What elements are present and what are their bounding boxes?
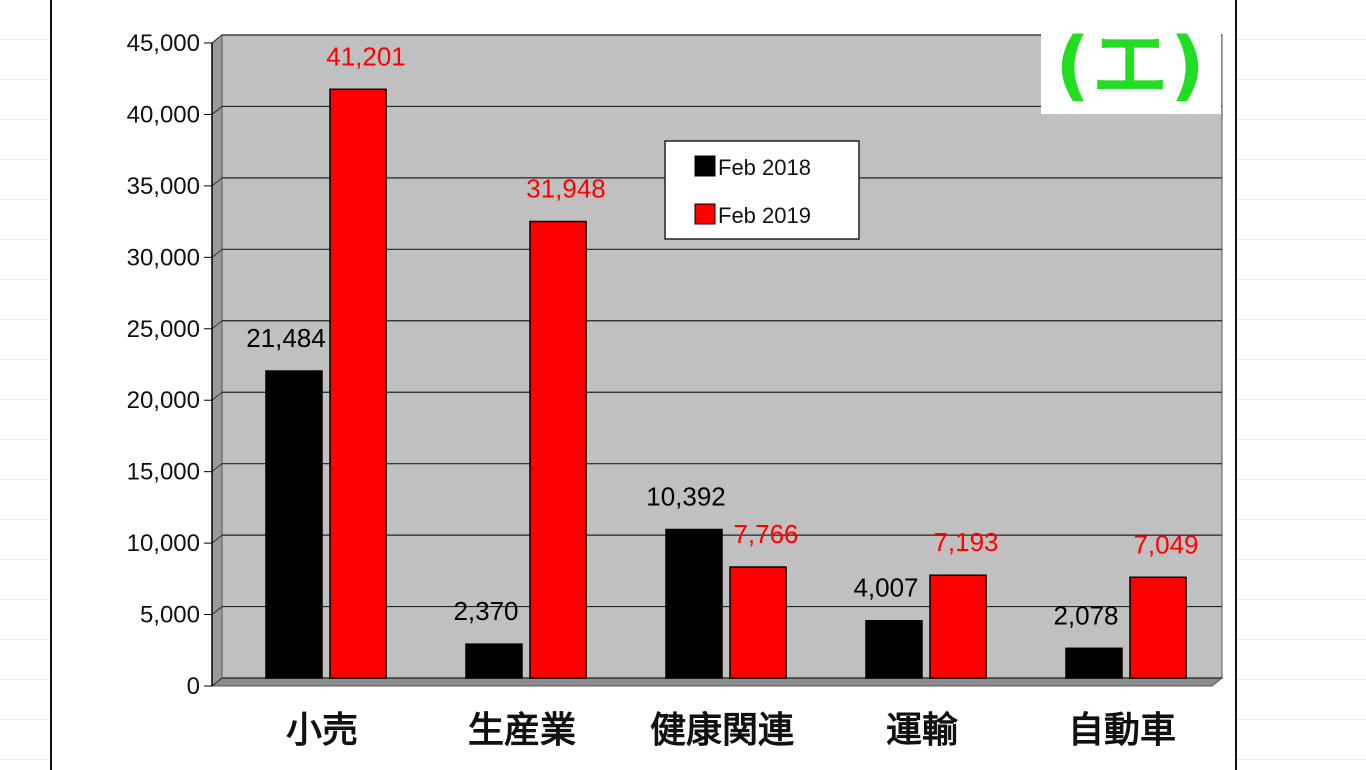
gridline-depth [211,320,223,330]
y-tick-label: 40,000 [127,101,200,128]
data-label: 7,766 [733,519,798,549]
data-label: 2,370 [453,596,518,626]
bar [865,619,923,679]
legend-label: Feb 2019 [718,203,811,228]
x-tick-label: 健康関連 [650,709,795,751]
data-label: 21,484 [246,323,326,353]
gridline-depth [211,534,223,544]
data-label: 4,007 [853,573,918,603]
gridline-depth [211,106,223,115]
bar [1065,647,1123,679]
gridline-depth [211,677,223,687]
legend-label: Feb 2018 [718,155,811,180]
data-label: 41,201 [326,41,406,71]
y-tick-label: 30,000 [127,244,200,271]
x-tick-label: 自動車 [1068,710,1176,751]
data-label: 10,392 [646,482,726,512]
y-tick-label: 45,000 [127,30,200,57]
chart-tag-label: (エ) [1055,20,1207,109]
legend-swatch [694,203,716,225]
gridline-depth [211,34,223,44]
gridline-depth [211,177,223,187]
chart-tag-box: (エ) [1041,16,1221,114]
y-tick-label: 35,000 [127,173,200,200]
legend-swatch [694,155,716,177]
y-tick-label: 5,000 [140,602,200,629]
data-label: 7,049 [1133,529,1198,559]
plot-floor [210,677,1224,687]
x-tick-label: 生産業 [468,710,576,751]
gridline-depth [211,248,223,258]
bar [1129,576,1187,679]
data-label: 2,078 [1053,600,1118,630]
plot-side-wall [211,33,223,688]
x-tick-label: 運輸 [886,710,959,751]
gridline-depth [211,606,223,615]
y-tick-label: 20,000 [127,387,200,414]
bar [329,88,387,679]
bar [665,528,723,679]
gridline-depth [211,391,223,401]
data-label: 7,193 [933,527,998,557]
bar [529,220,587,679]
bar [465,643,523,679]
legend: Feb 2018 Feb 2019 [664,140,860,240]
bar [929,574,987,679]
y-tick-label: 0 [187,673,200,700]
bar [265,370,323,679]
y-tick-label: 15,000 [127,459,200,486]
x-tick-label: 小売 [286,710,358,751]
y-tick-label: 25,000 [127,316,200,343]
y-tick-label: 10,000 [127,530,200,557]
data-label: 31,948 [526,173,606,203]
bar [729,566,787,679]
gridline-depth [211,463,223,473]
